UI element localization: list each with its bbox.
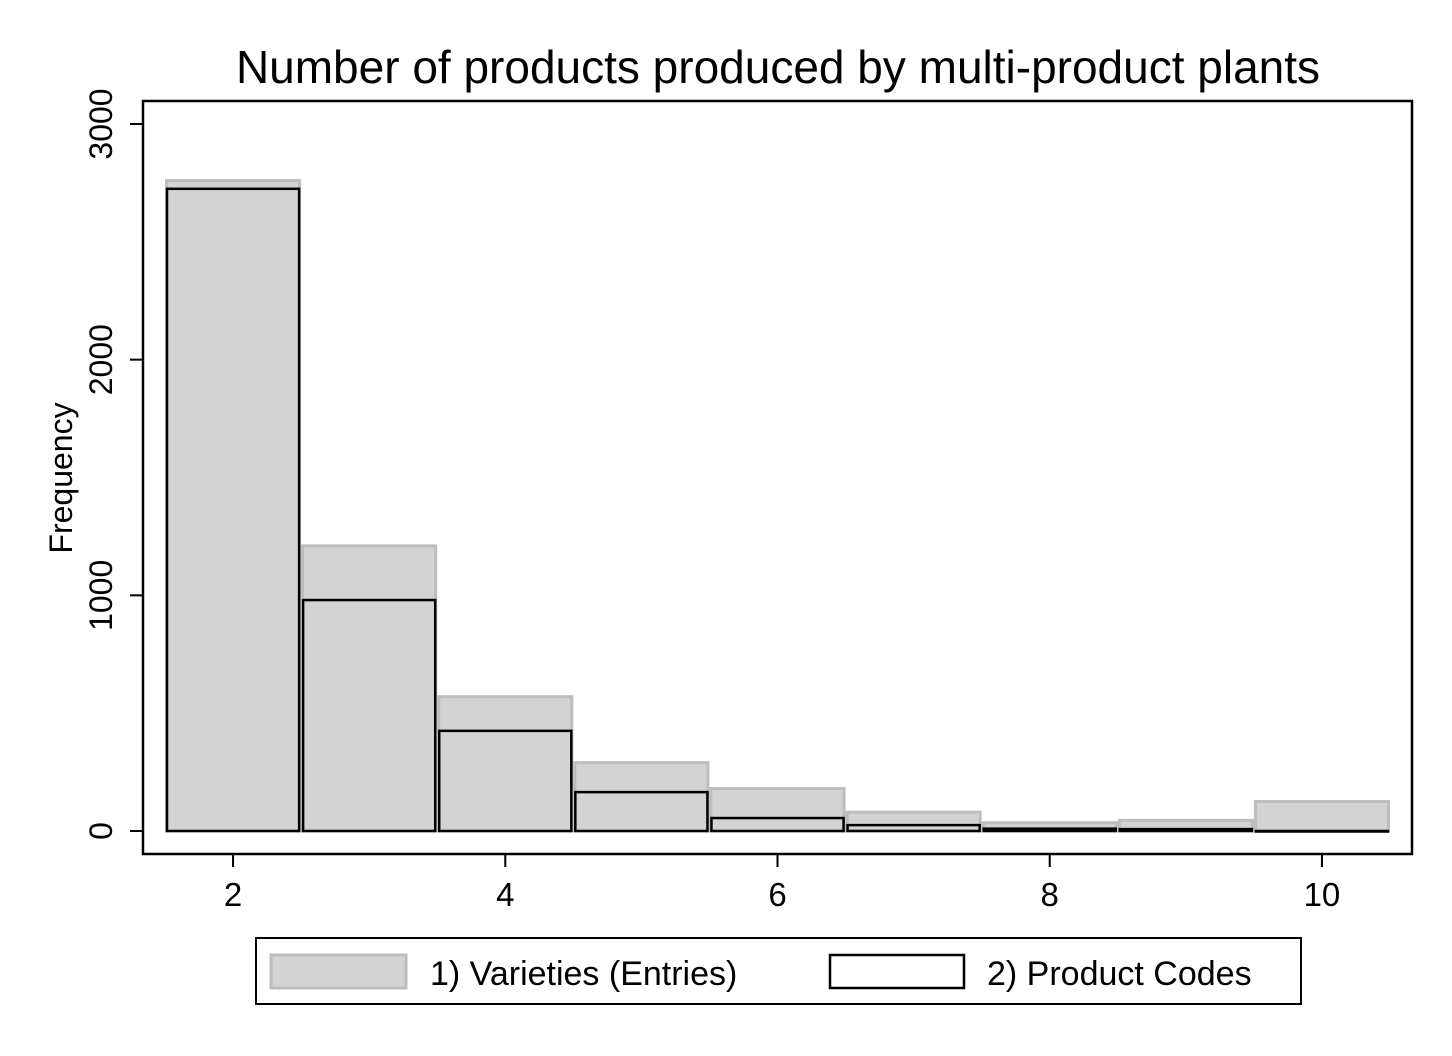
varieties-bar <box>1253 800 1391 833</box>
product-codes-bar <box>1118 827 1254 833</box>
legend-swatch-product-codes <box>828 953 966 990</box>
y-tick-label: 0 <box>83 822 119 840</box>
legend-label-product-codes: 2) Product Codes <box>987 955 1252 993</box>
product-codes-bar <box>165 187 301 833</box>
varieties-bar <box>165 179 302 833</box>
varieties-bar <box>845 810 982 833</box>
varieties-bar <box>301 544 438 833</box>
product-codes-bar <box>710 816 845 833</box>
varieties-bar <box>573 761 710 833</box>
product-codes-bar <box>301 598 437 833</box>
varieties-bar <box>437 695 574 833</box>
chart-title: Number of products produced by multi-pro… <box>236 41 1320 93</box>
legend-label-varieties: 1) Varieties (Entries) <box>430 955 737 993</box>
y-axis: 0 1000 2000 3000 <box>83 88 143 840</box>
x-tick-label: 4 <box>496 876 514 913</box>
varieties-bars <box>165 179 1391 833</box>
product-codes-bars <box>165 187 1390 833</box>
y-tick-label: 2000 <box>83 324 119 395</box>
legend-box <box>255 937 1302 1005</box>
product-codes-bar <box>846 823 981 833</box>
x-tick-label: 2 <box>224 876 242 913</box>
product-codes-bar <box>437 729 573 833</box>
product-codes-bar <box>1254 829 1390 833</box>
y-tick-label: 3000 <box>83 88 119 159</box>
legend: 1) Varieties (Entries) 2) Product Codes <box>255 937 1302 1005</box>
x-axis: 2 4 6 8 10 <box>224 854 1340 913</box>
product-codes-bar <box>982 827 1118 833</box>
varieties-bar <box>709 787 846 833</box>
x-tick-label: 6 <box>768 876 786 913</box>
product-codes-bar <box>574 790 709 833</box>
x-tick-label: 10 <box>1304 876 1341 913</box>
legend-swatch-varieties <box>269 953 408 990</box>
y-tick-label: 1000 <box>83 560 119 631</box>
y-axis-label: Frequency <box>43 402 79 553</box>
x-tick-label: 8 <box>1041 876 1059 913</box>
